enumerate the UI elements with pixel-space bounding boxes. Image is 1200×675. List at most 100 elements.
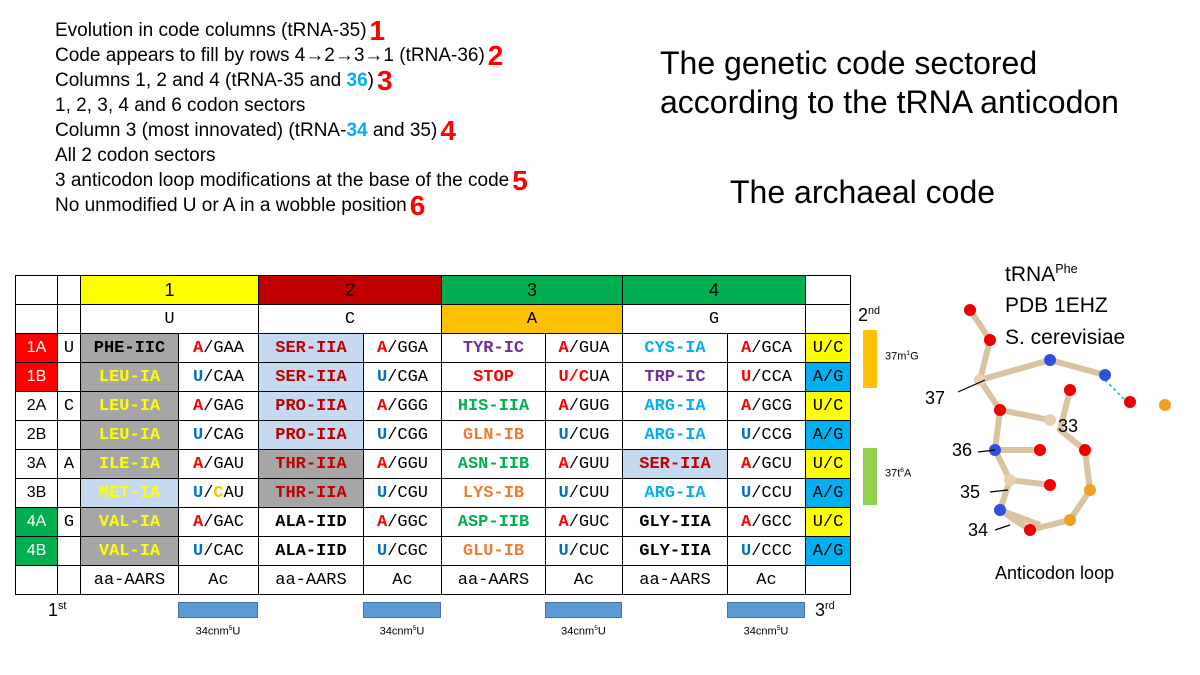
first-base-cell: G (57, 507, 81, 537)
text: U (416, 625, 425, 638)
text: 34cnm (379, 625, 413, 638)
text: 34cnm (743, 625, 777, 638)
first-base: U (63, 338, 75, 358)
anticodon-cell: U/CCU (727, 478, 806, 508)
anticodon-part: /CAC (203, 541, 244, 561)
note-text: No unmodified U or A in a wobble positio… (55, 195, 407, 216)
modification-bar (363, 602, 441, 618)
anticodon-part: /CGU (387, 483, 428, 503)
column-header: 2 (258, 275, 442, 305)
anticodon-cell: A/GGU (363, 449, 442, 479)
anticodon-part: U/C (558, 367, 590, 387)
third-base-cell: A/G (805, 478, 851, 508)
footer-cell: Ac (178, 565, 259, 595)
aars-cell: ASP-IIB (441, 507, 546, 537)
second-base: U (164, 309, 175, 329)
second-base: G (708, 309, 720, 329)
anticodon-cell: A/GAG (178, 391, 259, 421)
text: 1 (48, 600, 59, 620)
aars: ARG-IA (644, 396, 706, 416)
anticodon-part: A (376, 512, 388, 532)
anticodon-part: A (192, 512, 204, 532)
row-label: 1B (26, 368, 47, 385)
aars-cell: ARG-IA (622, 391, 728, 421)
anticodon-part: /GGA (387, 338, 428, 358)
anticodon-cell: U/CGA (363, 362, 442, 392)
third-label: 3rd (815, 600, 835, 621)
position-label: 36 (952, 440, 973, 460)
footer-label: Ac (208, 570, 229, 590)
modification-bar (727, 602, 805, 618)
atom (1124, 396, 1136, 408)
third-base-cell: U/C (805, 333, 851, 363)
aars: SER-IIA (275, 367, 347, 387)
anticodon-part: /GGG (387, 396, 428, 416)
atom (994, 404, 1006, 416)
footer-cell: aa-AARS (622, 565, 728, 595)
text: 2 (858, 305, 869, 325)
anticodon-part: /GGC (387, 512, 428, 532)
aars-cell: ARG-IA (622, 420, 728, 450)
text: U (780, 625, 789, 638)
anticodon-part: /GGU (387, 454, 428, 474)
title-line: The genetic code sectored (660, 45, 1038, 81)
superscript: Phe (1055, 262, 1078, 276)
blank-cell (57, 565, 81, 595)
anticodon-part: U (192, 483, 204, 503)
atom (1044, 414, 1056, 426)
anticodon-part: U (376, 541, 388, 561)
aars: VAL-IA (98, 512, 161, 532)
anticodon-part: U (740, 483, 752, 503)
atom (1079, 444, 1091, 456)
note-text: 1, 2, 3, 4 and 6 codon sectors (55, 95, 306, 116)
atom (1064, 384, 1076, 396)
anticodon-part: /GCU (751, 454, 792, 474)
text: 37m (885, 350, 907, 363)
h-bond (1104, 379, 1126, 401)
atom (984, 334, 996, 346)
row-label: 2A (26, 397, 47, 414)
text: 3 (815, 600, 826, 620)
anticodon-part: /GCG (751, 396, 792, 416)
note-line: Code appears to fill by rows 4→2→3→1 (tR… (55, 42, 528, 70)
pointer (989, 489, 1009, 493)
aars-cell: ALA-IID (258, 507, 364, 537)
third-base: A/G (812, 541, 844, 561)
aars-cell: SER-IIA (622, 449, 728, 479)
anticodon-part: U (558, 425, 569, 445)
anticodon-cell: U / C AU (178, 478, 259, 508)
t6a-label: 37t6A (885, 467, 911, 480)
second-label: 2nd (858, 305, 880, 326)
note-marker: 3 (376, 65, 393, 96)
third-base: U/C (812, 396, 844, 416)
aars-cell: SER-IIA (258, 362, 364, 392)
anticodon-part: /GUC (568, 512, 610, 532)
pointer (977, 449, 996, 453)
anticodon-cell: A/GAC (178, 507, 259, 537)
aars: SER-IIA (639, 454, 711, 474)
note-text: All 2 codon sectors (55, 145, 216, 166)
anticodon-part: /CUU (568, 483, 610, 503)
anticodon-part: U (376, 425, 388, 445)
aars-cell: MET-IA (80, 478, 179, 508)
anticodon-cell: A/GUG (545, 391, 623, 421)
column-label: 3 (526, 279, 537, 300)
aars: ARG-IA (644, 483, 706, 503)
anticodon-part: U (192, 367, 204, 387)
second-base-cell: G (622, 304, 806, 334)
anticodon-part: A (558, 338, 569, 358)
aars-cell: GLU-IB (441, 536, 546, 566)
anticodon-part: /GAU (203, 454, 244, 474)
aars-cell: LEU-IA (80, 391, 179, 421)
anticodon-part: /CGC (387, 541, 428, 561)
aars-cell: ILE-IA (80, 449, 179, 479)
aars-cell: PRO-IIA (258, 420, 364, 450)
anticodon-cell: U/CAC (178, 536, 259, 566)
row-label-cell: 1B (15, 362, 58, 392)
text: A (903, 467, 912, 480)
column-header: 1 (80, 275, 259, 305)
text: U (232, 625, 241, 638)
first-label: 1st (48, 600, 66, 621)
aars: PHE-IIC (93, 338, 166, 358)
anticodon-part: /CGG (387, 425, 428, 445)
